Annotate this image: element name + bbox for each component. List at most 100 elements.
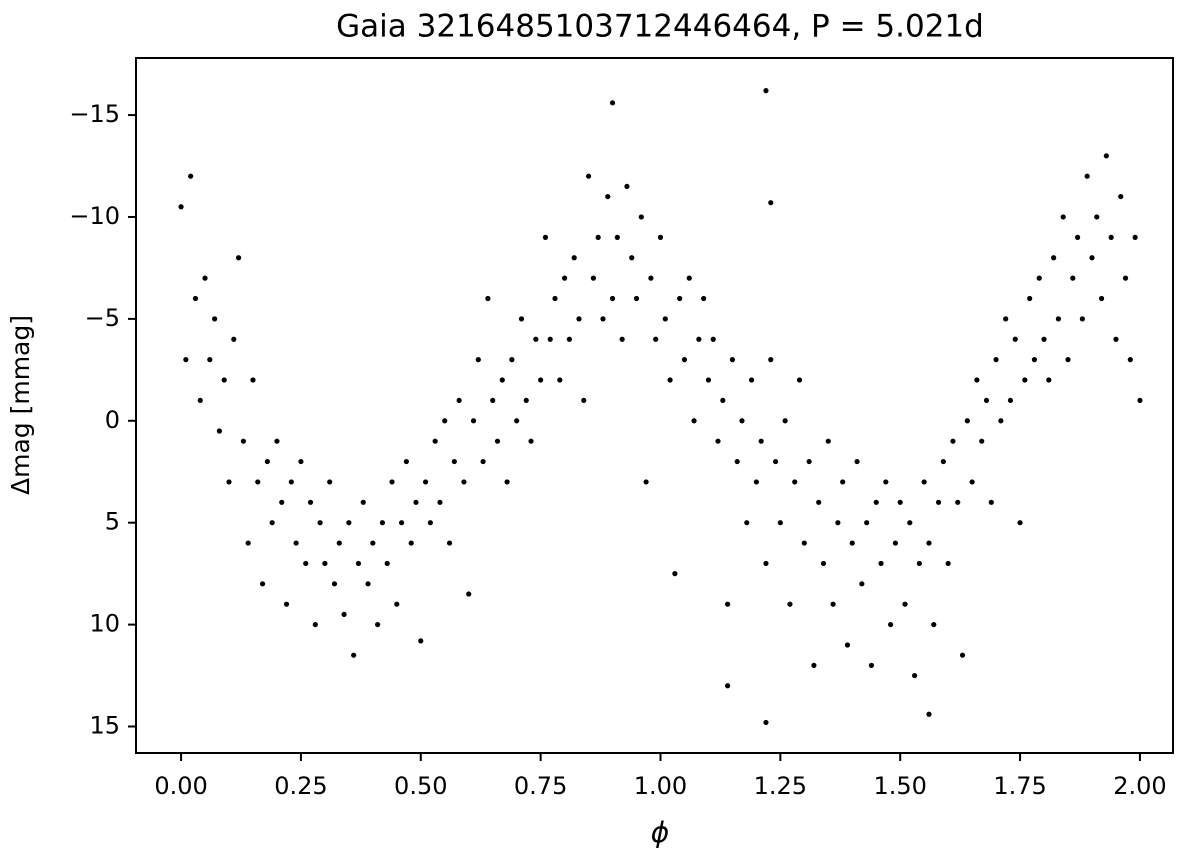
data-point [360, 499, 366, 505]
data-point [701, 295, 707, 302]
y-tick-label: 15 [89, 712, 120, 740]
x-tick-label: 2.00 [1113, 772, 1166, 800]
data-point [969, 479, 975, 485]
data-point [1060, 214, 1066, 220]
data-point [590, 275, 596, 281]
data-point [422, 479, 429, 485]
data-point [633, 295, 640, 302]
data-point [720, 397, 726, 404]
data-point [197, 397, 203, 404]
data-point [998, 418, 1004, 424]
data-point [1098, 295, 1105, 302]
data-point [768, 357, 774, 363]
data-point [681, 357, 688, 363]
x-tick-label: 1.00 [634, 772, 687, 800]
data-point [820, 560, 827, 567]
data-point [950, 438, 956, 444]
data-point [763, 88, 769, 94]
data-point [255, 479, 261, 485]
data-point [264, 458, 270, 465]
data-point [768, 200, 774, 206]
data-point [259, 581, 266, 587]
data-point [988, 499, 994, 505]
data-point [499, 377, 505, 383]
y-tick-label: 0 [105, 406, 120, 434]
data-point [562, 275, 568, 281]
data-point [710, 336, 716, 342]
data-point [207, 357, 213, 363]
data-point [1113, 336, 1119, 342]
data-point [408, 540, 414, 546]
data-point [240, 438, 246, 444]
data-point [725, 683, 731, 689]
data-point [796, 377, 803, 383]
data-point [466, 591, 472, 597]
data-point [403, 458, 409, 465]
data-point [192, 295, 199, 302]
data-point [725, 601, 731, 607]
data-point [772, 458, 779, 465]
data-point [1137, 397, 1143, 404]
data-point [288, 479, 294, 485]
data-point [763, 560, 769, 567]
x-axis-label: ϕ [651, 816, 669, 849]
y-axis-label: Δmag [mmag] [6, 315, 35, 495]
data-point [849, 540, 855, 546]
data-point [183, 357, 189, 363]
data-point [250, 377, 256, 383]
data-point [188, 173, 194, 179]
data-point [312, 621, 318, 628]
data-point [480, 458, 486, 465]
data-point [983, 397, 990, 404]
data-point [336, 540, 342, 546]
data-point [528, 438, 534, 444]
data-point [1041, 336, 1047, 342]
data-point [959, 652, 966, 658]
data-point [907, 520, 913, 526]
data-point [993, 357, 999, 363]
data-point [446, 540, 453, 546]
data-point [1007, 397, 1014, 404]
y-tick-label: −15 [69, 100, 120, 128]
x-tick-label: 0.75 [514, 772, 567, 800]
data-point [854, 458, 860, 465]
data-point [355, 560, 362, 567]
data-point [844, 642, 851, 648]
data-point [1065, 357, 1071, 363]
data-point [269, 520, 275, 526]
y-tick-label: 5 [105, 508, 120, 536]
data-point [748, 377, 755, 383]
data-point [341, 611, 347, 618]
data-point [504, 479, 510, 485]
data-point [677, 295, 683, 302]
data-point [864, 520, 870, 526]
data-point [437, 499, 443, 505]
data-point [432, 438, 438, 444]
data-point [1036, 275, 1042, 281]
data-point [552, 295, 558, 302]
data-point [331, 581, 338, 587]
data-point [605, 193, 611, 200]
data-point [892, 540, 899, 546]
x-tick-label: 0.00 [154, 772, 207, 800]
data-point [298, 458, 304, 465]
data-point [178, 204, 184, 210]
data-point [470, 418, 477, 424]
data-point [235, 255, 242, 261]
data-point [523, 397, 529, 404]
data-point [729, 357, 736, 363]
data-point [216, 428, 223, 434]
data-point [624, 183, 630, 190]
data-point [514, 418, 520, 424]
data-point [413, 499, 419, 505]
data-point [394, 601, 400, 607]
data-point [830, 601, 836, 607]
data-point [557, 377, 563, 383]
data-point [1027, 295, 1033, 302]
data-point [1046, 377, 1052, 383]
data-point [226, 479, 232, 485]
data-point [202, 275, 208, 281]
data-point [911, 672, 918, 679]
data-point [595, 234, 601, 240]
data-point [792, 479, 798, 485]
